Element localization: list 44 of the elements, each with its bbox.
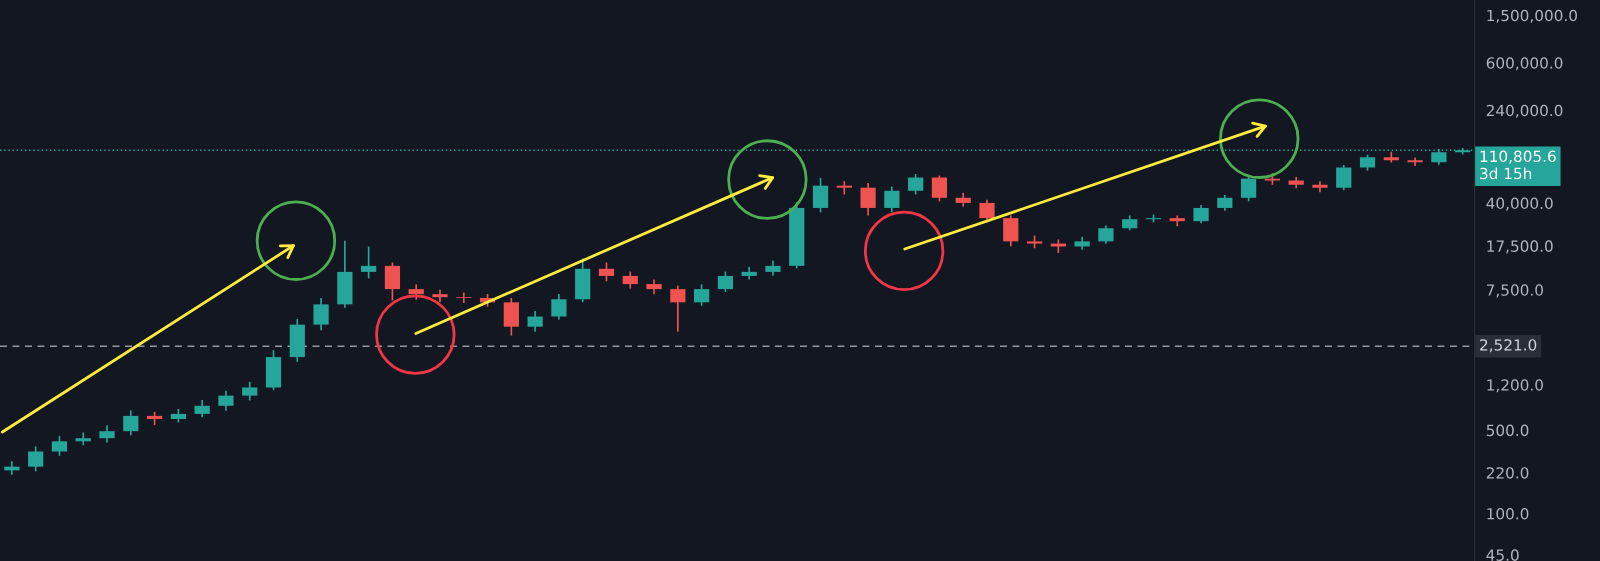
candlestick [693, 284, 710, 306]
candlestick [860, 182, 876, 216]
candlestick [1336, 165, 1352, 191]
y-tick-label: 40,000.0 [1486, 197, 1553, 211]
candlestick [1383, 151, 1399, 163]
y-tick-label: 240,000.0 [1486, 104, 1563, 118]
candlestick [1241, 175, 1257, 202]
candlestick [384, 262, 401, 301]
candlestick [670, 285, 686, 332]
candlestick [717, 271, 733, 293]
candlestick [884, 186, 900, 213]
y-tick-label: 45.0 [1486, 549, 1519, 561]
candlestick [812, 177, 829, 213]
candlestick [218, 390, 234, 411]
y-tick-label: 500.0 [1486, 424, 1529, 437]
candlestick [456, 292, 472, 304]
candlestick [527, 311, 543, 332]
candlestick [313, 298, 329, 331]
candlestick [551, 294, 567, 320]
y-tick-label: 1,200.0 [1487, 379, 1543, 393]
ref-line-label: 2,521.0 [1480, 339, 1537, 353]
y-tick-label: 17,500.0 [1487, 240, 1553, 254]
candlestick [979, 199, 995, 223]
candlestick [1312, 181, 1328, 193]
y-tick-label: 7,500.0 [1486, 284, 1543, 298]
candlestick [931, 175, 948, 202]
candlestick [361, 246, 377, 279]
candlestick [123, 410, 139, 436]
y-tick-label: 100.0 [1487, 507, 1529, 520]
candlestick [51, 435, 68, 456]
candlestick [28, 446, 44, 472]
y-tick-label: 600,000.0 [1486, 57, 1563, 71]
candlestick [1169, 215, 1185, 227]
ref-line-label: 110,805.6 [1480, 150, 1556, 164]
y-tick-label: 1,500,000.0 [1487, 9, 1577, 23]
candlestick [75, 432, 91, 446]
candlestick [1003, 215, 1019, 247]
candlestick [1407, 157, 1423, 167]
candlestick [432, 289, 448, 303]
y-tick-label: 220.0 [1486, 467, 1529, 479]
candlestick [908, 173, 924, 195]
text: 3d 15h [1480, 167, 1532, 180]
candlestick [955, 192, 971, 207]
candlestick [836, 181, 852, 195]
